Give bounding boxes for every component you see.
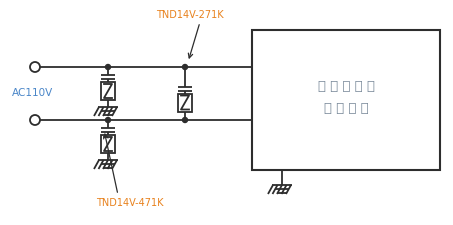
Bar — [178, 94, 192, 112]
Text: 自 动 售 货 机: 自 动 售 货 机 — [318, 79, 375, 92]
Text: TND14V-471K: TND14V-471K — [96, 198, 164, 208]
Text: AC110V: AC110V — [12, 88, 53, 99]
Bar — [101, 82, 115, 100]
Circle shape — [106, 117, 111, 122]
Bar — [252, 30, 440, 170]
Text: TND14V-271K: TND14V-271K — [156, 10, 224, 20]
Circle shape — [183, 117, 188, 122]
Bar — [101, 135, 115, 153]
Circle shape — [106, 65, 111, 70]
Text: 控 制 回 路: 控 制 回 路 — [323, 101, 368, 115]
Circle shape — [183, 65, 188, 70]
